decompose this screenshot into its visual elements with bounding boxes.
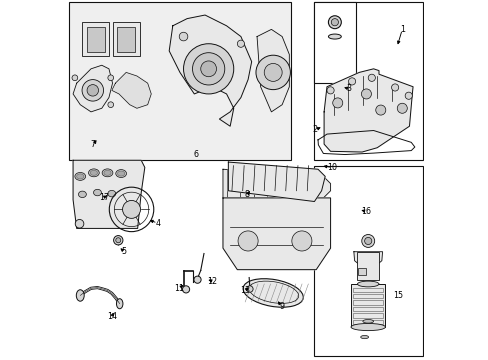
Ellipse shape (77, 174, 83, 179)
Circle shape (238, 231, 258, 251)
Text: 11: 11 (174, 284, 184, 293)
Circle shape (108, 75, 113, 81)
Bar (352, 314, 383, 318)
Bar (314, 166, 422, 356)
Polygon shape (223, 198, 330, 270)
Text: 17: 17 (99, 193, 109, 202)
Circle shape (364, 237, 371, 244)
Polygon shape (223, 169, 330, 198)
Circle shape (194, 276, 201, 283)
Circle shape (192, 53, 224, 85)
Circle shape (361, 89, 371, 99)
Text: 6: 6 (193, 150, 198, 159)
Ellipse shape (93, 189, 101, 196)
Text: 9: 9 (279, 302, 284, 311)
Circle shape (291, 231, 311, 251)
Ellipse shape (104, 170, 111, 175)
Circle shape (367, 74, 375, 81)
Circle shape (375, 105, 385, 115)
Text: 10: 10 (326, 163, 337, 172)
Text: 2: 2 (312, 125, 317, 134)
Circle shape (330, 19, 338, 26)
Circle shape (179, 32, 187, 41)
Circle shape (237, 40, 244, 47)
Circle shape (72, 75, 78, 81)
Bar (357, 268, 366, 275)
Text: 4: 4 (155, 219, 160, 228)
Circle shape (122, 201, 140, 219)
Circle shape (332, 98, 342, 108)
Ellipse shape (350, 323, 385, 330)
Polygon shape (73, 160, 144, 228)
Polygon shape (73, 65, 112, 112)
Text: 13: 13 (240, 286, 250, 295)
Bar (352, 307, 383, 311)
Polygon shape (228, 162, 325, 202)
Circle shape (108, 102, 113, 108)
Ellipse shape (102, 169, 113, 177)
Bar (69, 3, 290, 160)
Ellipse shape (88, 169, 99, 177)
Ellipse shape (108, 190, 116, 197)
Text: 1: 1 (399, 25, 404, 34)
Circle shape (405, 92, 411, 99)
Polygon shape (353, 252, 382, 268)
Text: 8: 8 (244, 190, 249, 199)
Circle shape (328, 16, 341, 29)
Ellipse shape (75, 172, 85, 180)
Ellipse shape (362, 319, 373, 323)
Ellipse shape (116, 170, 126, 177)
Polygon shape (324, 69, 412, 152)
Polygon shape (112, 72, 151, 108)
Bar (86, 27, 105, 52)
Text: 5: 5 (122, 247, 127, 256)
Circle shape (116, 238, 121, 243)
Bar (350, 284, 385, 327)
Text: 14: 14 (106, 312, 117, 321)
Bar (314, 3, 422, 160)
Text: 15: 15 (392, 291, 402, 300)
Bar (352, 294, 383, 298)
Circle shape (396, 103, 407, 113)
Bar (113, 22, 140, 56)
Text: 16: 16 (361, 207, 371, 216)
Circle shape (183, 44, 233, 94)
Ellipse shape (328, 34, 341, 39)
Bar (352, 288, 383, 292)
Circle shape (326, 87, 333, 94)
Circle shape (87, 85, 99, 96)
Circle shape (246, 286, 253, 292)
Ellipse shape (78, 191, 86, 198)
Bar (82, 22, 109, 56)
Ellipse shape (117, 171, 124, 176)
Text: 7: 7 (90, 140, 96, 149)
Circle shape (75, 220, 83, 228)
Circle shape (255, 55, 290, 90)
Circle shape (201, 61, 216, 77)
Text: 12: 12 (207, 276, 217, 285)
Ellipse shape (243, 279, 303, 307)
Ellipse shape (357, 281, 378, 287)
Ellipse shape (360, 336, 368, 339)
Circle shape (361, 234, 374, 247)
Ellipse shape (76, 290, 84, 301)
Circle shape (264, 63, 282, 81)
Circle shape (182, 286, 189, 293)
Text: 3: 3 (346, 84, 350, 93)
Polygon shape (257, 30, 289, 112)
Polygon shape (169, 15, 251, 126)
Ellipse shape (90, 170, 97, 175)
Bar (314, 3, 355, 83)
Bar (352, 320, 383, 324)
Bar (117, 27, 135, 52)
Circle shape (113, 235, 122, 245)
Bar (352, 301, 383, 305)
Circle shape (391, 84, 398, 91)
Ellipse shape (116, 299, 122, 309)
Circle shape (348, 78, 355, 85)
Circle shape (82, 80, 103, 101)
Bar (357, 252, 378, 280)
